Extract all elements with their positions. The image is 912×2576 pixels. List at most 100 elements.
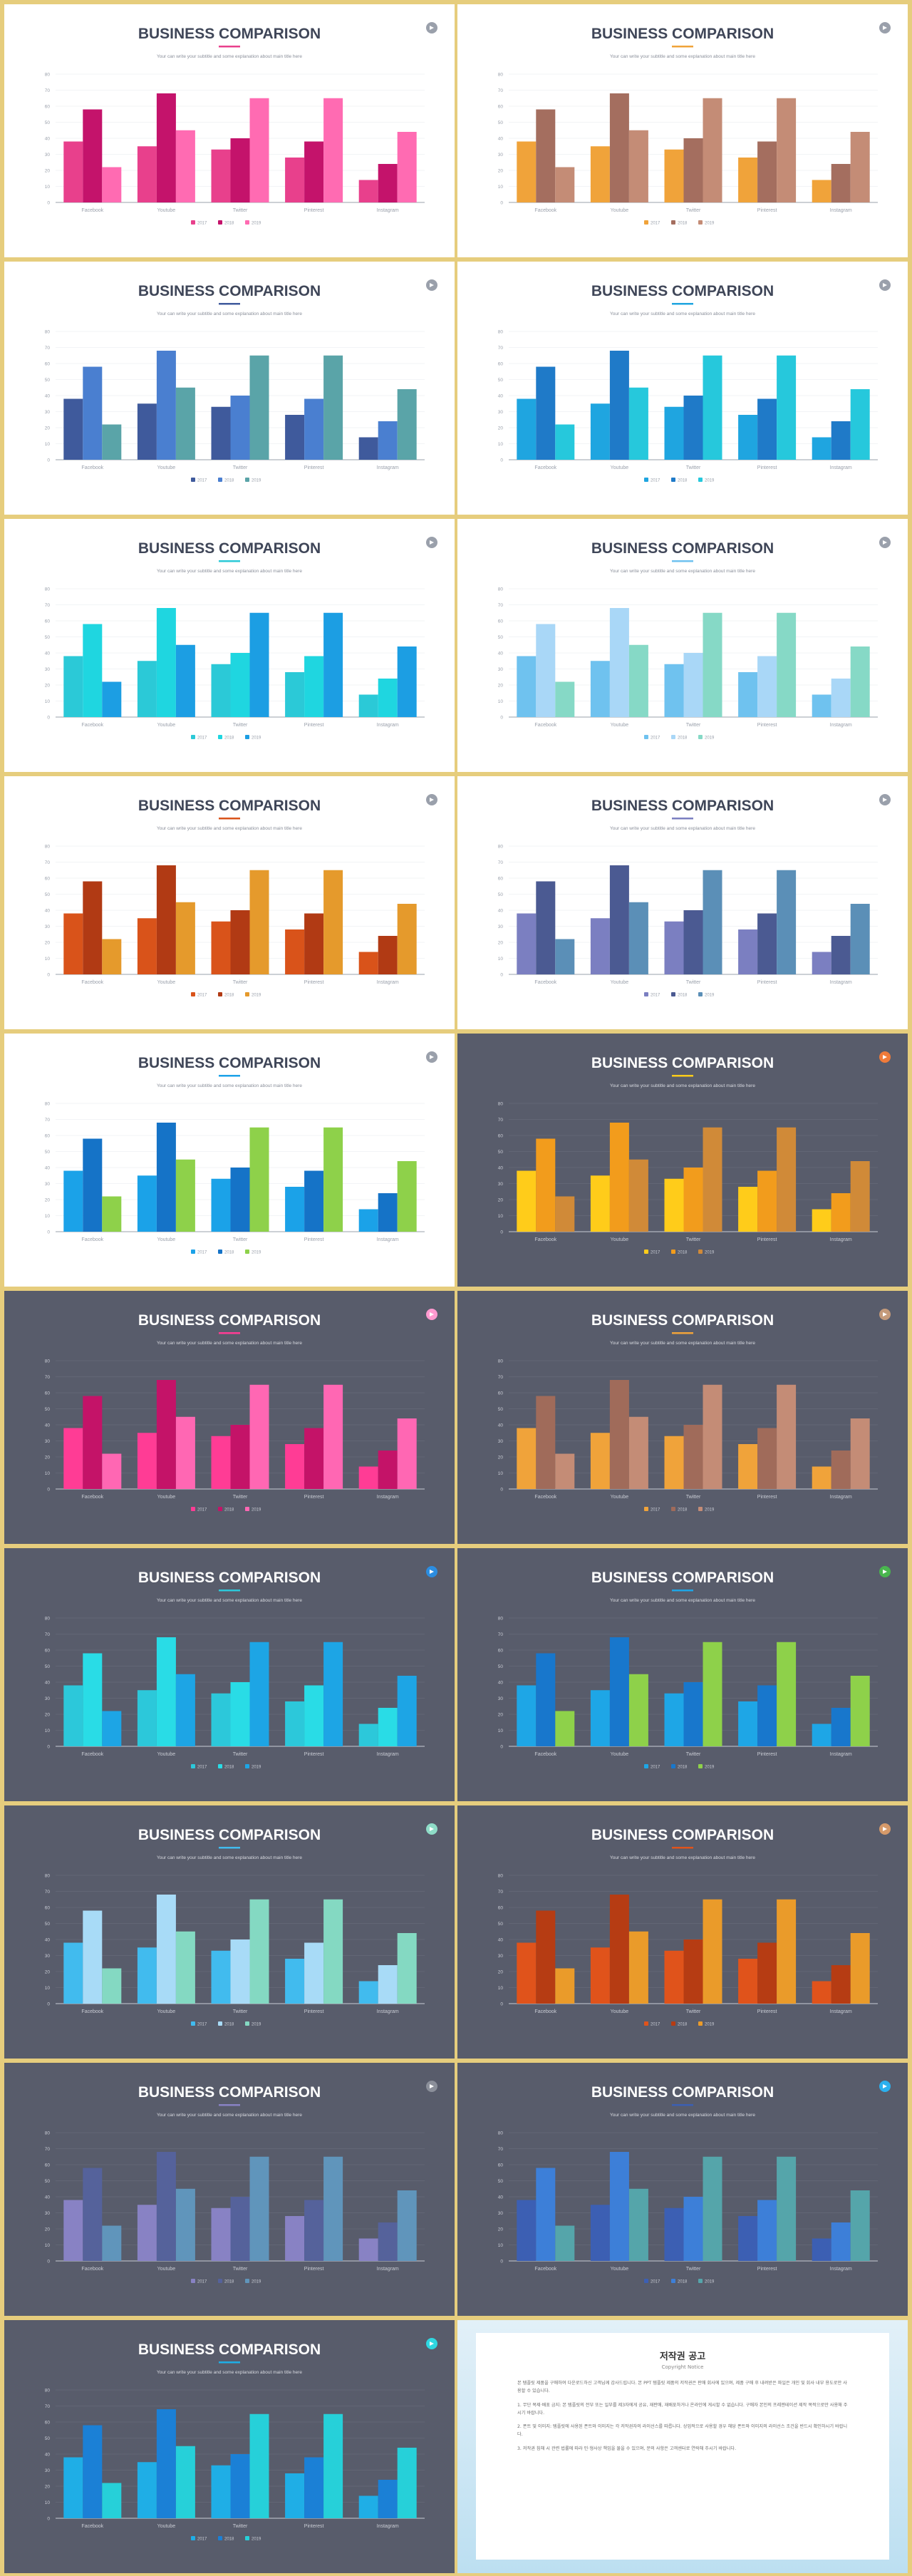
comparison-slide[interactable]: BUSINESS COMPARISON Your can write your s… [457,776,908,1029]
bar-pinterest-2017[interactable] [285,2473,305,2518]
bar-pinterest-2018[interactable] [304,398,324,460]
bar-pinterest-2019[interactable] [323,1127,343,1232]
bar-twitter-2017[interactable] [664,1950,684,2004]
bar-pinterest-2018[interactable] [757,1428,777,1490]
bar-twitter-2019[interactable] [703,1899,722,2004]
comparison-slide[interactable]: BUSINESS COMPARISON Your can write your s… [4,1805,455,2059]
bar-pinterest-2019[interactable] [323,1384,343,1489]
bar-instagram-2017[interactable] [812,1724,831,1747]
bar-youtube-2018[interactable] [609,93,629,202]
bar-youtube-2017[interactable] [137,1175,157,1232]
bar-twitter-2018[interactable] [230,1939,250,2004]
bar-instagram-2018[interactable] [378,936,398,974]
bar-twitter-2017[interactable] [664,664,684,717]
bar-instagram-2018[interactable] [831,1451,851,1489]
bar-instagram-2017[interactable] [812,2238,831,2262]
bar-pinterest-2018[interactable] [304,656,324,718]
bar-youtube-2019[interactable] [175,1159,195,1232]
bar-instagram-2019[interactable] [397,904,417,974]
bar-instagram-2017[interactable] [358,1724,378,1747]
comparison-slide[interactable]: BUSINESS COMPARISON Your can write your s… [457,262,908,515]
bar-youtube-2019[interactable] [175,387,195,460]
bar-pinterest-2018[interactable] [757,1942,777,2004]
bar-twitter-2018[interactable] [683,138,703,202]
bar-facebook-2018[interactable] [83,109,103,203]
bar-pinterest-2018[interactable] [757,1685,777,1747]
bar-pinterest-2017[interactable] [738,929,758,974]
bar-twitter-2019[interactable] [703,612,722,717]
bar-instagram-2018[interactable] [831,2222,851,2261]
bar-youtube-2017[interactable] [590,146,610,202]
bar-facebook-2017[interactable] [63,1170,83,1232]
bar-pinterest-2018[interactable] [304,141,324,203]
bar-instagram-2019[interactable] [850,1933,870,2004]
bar-pinterest-2017[interactable] [285,1959,305,2004]
bar-facebook-2019[interactable] [102,167,122,203]
bar-facebook-2019[interactable] [555,167,575,203]
bar-instagram-2019[interactable] [850,646,870,717]
bar-youtube-2017[interactable] [590,661,610,717]
bar-facebook-2019[interactable] [555,1453,575,1490]
bar-instagram-2019[interactable] [850,1418,870,1489]
bar-instagram-2019[interactable] [850,904,870,974]
bar-youtube-2018[interactable] [156,1123,176,1232]
bar-twitter-2017[interactable] [211,2465,231,2518]
bar-twitter-2019[interactable] [249,355,269,460]
bar-youtube-2019[interactable] [628,1159,648,1232]
bar-facebook-2018[interactable] [536,1653,556,1747]
bar-facebook-2019[interactable] [555,2225,575,2262]
bar-facebook-2018[interactable] [536,624,556,718]
bar-twitter-2019[interactable] [249,1642,269,1746]
bar-pinterest-2017[interactable] [738,2216,758,2261]
bar-facebook-2019[interactable] [102,1968,122,2004]
bar-pinterest-2017[interactable] [738,1701,758,1746]
bar-facebook-2018[interactable] [536,1396,556,1490]
bar-instagram-2017[interactable] [812,1466,831,1490]
bar-youtube-2018[interactable] [156,865,176,974]
bar-pinterest-2017[interactable] [285,929,305,974]
bar-twitter-2017[interactable] [211,921,231,974]
bar-pinterest-2019[interactable] [323,98,343,202]
bar-youtube-2018[interactable] [609,2152,629,2261]
bar-instagram-2019[interactable] [397,1161,417,1232]
bar-pinterest-2019[interactable] [323,1899,343,2004]
bar-twitter-2018[interactable] [683,2197,703,2261]
bar-pinterest-2017[interactable] [738,158,758,202]
bar-youtube-2018[interactable] [156,2152,176,2261]
bar-twitter-2017[interactable] [211,1950,231,2004]
bar-instagram-2017[interactable] [358,180,378,203]
bar-youtube-2017[interactable] [137,661,157,717]
bar-twitter-2018[interactable] [230,138,250,202]
comparison-slide[interactable]: BUSINESS COMPARISON Your can write your s… [457,1805,908,2059]
comparison-slide[interactable]: BUSINESS COMPARISON Your can write your s… [457,519,908,772]
bar-facebook-2018[interactable] [536,109,556,203]
bar-youtube-2017[interactable] [590,918,610,974]
bar-facebook-2019[interactable] [102,1453,122,1490]
bar-pinterest-2019[interactable] [323,612,343,717]
bar-instagram-2019[interactable] [397,1933,417,2004]
bar-twitter-2018[interactable] [230,910,250,974]
bar-pinterest-2017[interactable] [738,1444,758,1489]
comparison-slide[interactable]: BUSINESS COMPARISON Your can write your s… [457,1548,908,1801]
bar-facebook-2017[interactable] [517,2200,537,2262]
bar-pinterest-2018[interactable] [304,2200,324,2262]
bar-instagram-2018[interactable] [378,1193,398,1232]
bar-pinterest-2017[interactable] [738,415,758,460]
bar-pinterest-2019[interactable] [777,98,797,202]
bar-facebook-2017[interactable] [517,398,537,460]
bar-instagram-2017[interactable] [812,1209,831,1232]
bar-instagram-2017[interactable] [812,952,831,975]
bar-twitter-2018[interactable] [683,910,703,974]
bar-facebook-2019[interactable] [555,939,575,975]
bar-pinterest-2018[interactable] [304,1685,324,1747]
bar-instagram-2019[interactable] [850,2190,870,2261]
bar-facebook-2018[interactable] [83,366,103,460]
bar-youtube-2019[interactable] [175,1674,195,1746]
bar-pinterest-2017[interactable] [285,1701,305,1746]
bar-facebook-2017[interactable] [63,141,83,203]
bar-twitter-2018[interactable] [683,1425,703,1489]
bar-youtube-2017[interactable] [590,1690,610,1746]
bar-youtube-2017[interactable] [590,403,610,460]
bar-instagram-2017[interactable] [812,437,831,460]
bar-twitter-2018[interactable] [230,2197,250,2261]
